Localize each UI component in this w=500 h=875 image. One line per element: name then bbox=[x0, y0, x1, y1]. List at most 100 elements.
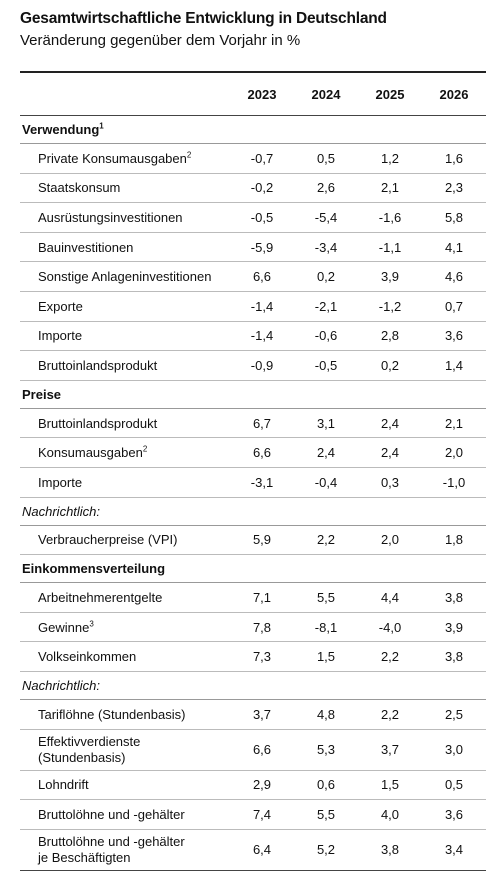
footnote-marker: 3 bbox=[89, 619, 94, 629]
table-row: Bruttoinlandsprodukt -0,9 -0,5 0,2 1,4 bbox=[20, 350, 486, 381]
section-title-text: Verwendung bbox=[22, 122, 100, 137]
value-cell-2023: 2,9 bbox=[230, 770, 294, 801]
row-label: Ausrüstungsinvestitionen bbox=[38, 209, 183, 225]
table-row: Tariflöhne (Stundenbasis) 3,7 4,8 2,2 2,5 bbox=[20, 699, 486, 730]
row-label: Effektivverdienste bbox=[38, 733, 141, 749]
value-cell-2025: 1,5 bbox=[358, 770, 422, 801]
value-cell-2023: -1,4 bbox=[230, 291, 294, 322]
value-cell-2023: -5,9 bbox=[230, 232, 294, 263]
row-label: Importe bbox=[38, 328, 83, 344]
value-cell-2024: -5,4 bbox=[294, 202, 358, 233]
value-cell-2026: 0,5 bbox=[422, 770, 486, 801]
table-row: Effektivverdienste (Stundenbasis) 6,6 5,3 3,… bbox=[20, 729, 486, 771]
value-cell-2024: 3,1 bbox=[294, 408, 358, 439]
table-row: Verbraucherpreise (VPI) 5,9 2,2 2,0 1,8 bbox=[20, 525, 486, 556]
value-cell-2023: 7,1 bbox=[230, 582, 294, 613]
row-label: Sonstige Anlageninvestitionen bbox=[38, 269, 212, 285]
section-header-row: Einkommensverteilung bbox=[20, 554, 486, 584]
value-cell-2025: 2,0 bbox=[358, 525, 422, 556]
row-label-line2: (Stundenbasis) bbox=[38, 749, 126, 765]
value-cell-2025: 2,4 bbox=[358, 408, 422, 439]
value-cell-2023: 3,7 bbox=[230, 699, 294, 730]
note-label: Nachrichtlich: bbox=[20, 497, 486, 526]
value-cell-2026: 2,5 bbox=[422, 699, 486, 730]
row-label: Bruttolöhne und -gehälter bbox=[38, 806, 185, 822]
row-label-cell: Gewinne3 bbox=[20, 612, 230, 643]
value-cell-2024: 5,5 bbox=[294, 799, 358, 830]
value-cell-2023: 6,6 bbox=[230, 261, 294, 292]
row-label: Lohndrift bbox=[38, 777, 89, 793]
section-title: Einkommensverteilung bbox=[20, 554, 486, 584]
table-row: Bruttolöhne und -gehälter 7,4 5,5 4,0 3,6 bbox=[20, 799, 486, 830]
value-cell-2026: 3,0 bbox=[422, 729, 486, 771]
value-cell-2024: -0,5 bbox=[294, 350, 358, 381]
value-cell-2026: 3,8 bbox=[422, 582, 486, 613]
value-cell-2023: -0,9 bbox=[230, 350, 294, 381]
row-label-cell: Effektivverdienste (Stundenbasis) bbox=[20, 729, 230, 771]
data-table: 2023 2024 2025 2026 Verwendung1 Private K… bbox=[20, 73, 486, 871]
value-cell-2025: 2,4 bbox=[358, 437, 422, 468]
value-cell-2024: 0,5 bbox=[294, 143, 358, 174]
value-cell-2026: 4,1 bbox=[422, 232, 486, 263]
value-cell-2024: 5,5 bbox=[294, 582, 358, 613]
section-title-text: Einkommensverteilung bbox=[22, 561, 166, 577]
table-row: Lohndrift 2,9 0,6 1,5 0,5 bbox=[20, 770, 486, 801]
row-label-cell: Tariflöhne (Stundenbasis) bbox=[20, 699, 230, 730]
table-row: Staatskonsum -0,2 2,6 2,1 2,3 bbox=[20, 173, 486, 204]
value-cell-2023: 7,4 bbox=[230, 799, 294, 830]
row-label-cell: Staatskonsum bbox=[20, 173, 230, 204]
header-blank-cell bbox=[20, 73, 230, 116]
value-cell-2024: 4,8 bbox=[294, 699, 358, 730]
value-cell-2025: -1,6 bbox=[358, 202, 422, 233]
footnote-marker: 2 bbox=[142, 444, 148, 454]
row-label-cell: Bruttolöhne und -gehälter je Beschäftigte… bbox=[20, 829, 230, 871]
row-label-cell: Arbeitnehmerentgelte bbox=[20, 582, 230, 613]
value-cell-2026: -1,0 bbox=[422, 467, 486, 498]
value-cell-2025: 0,2 bbox=[358, 350, 422, 381]
value-cell-2026: 0,7 bbox=[422, 291, 486, 322]
table-row: Exporte -1,4 -2,1 -1,2 0,7 bbox=[20, 291, 486, 322]
row-label: Bruttoinlandsprodukt bbox=[38, 357, 158, 373]
footnote-marker: 1 bbox=[99, 121, 104, 131]
value-cell-2025: 4,0 bbox=[358, 799, 422, 830]
value-cell-2024: -8,1 bbox=[294, 612, 358, 643]
value-cell-2026: 1,4 bbox=[422, 350, 486, 381]
value-cell-2026: 1,8 bbox=[422, 525, 486, 556]
value-cell-2025: 2,2 bbox=[358, 699, 422, 730]
row-label: Konsumausgaben bbox=[38, 445, 143, 461]
row-label-cell: Importe bbox=[20, 321, 230, 352]
section-header-row: Preise bbox=[20, 380, 486, 409]
page-subtitle: Veränderung gegenüber dem Vorjahr in % bbox=[20, 32, 301, 49]
row-label-cell: Bruttoinlandsprodukt bbox=[20, 350, 230, 381]
value-cell-2024: 2,4 bbox=[294, 437, 358, 468]
value-cell-2024: 5,2 bbox=[294, 829, 358, 871]
value-cell-2026: 3,4 bbox=[422, 829, 486, 871]
value-cell-2024: -0,4 bbox=[294, 467, 358, 498]
value-cell-2025: 3,9 bbox=[358, 261, 422, 292]
row-label-cell: Importe bbox=[20, 467, 230, 498]
row-label-cell: Bruttoinlandsprodukt bbox=[20, 408, 230, 439]
row-label: Arbeitnehmerentgelte bbox=[38, 589, 163, 605]
value-cell-2025: 0,3 bbox=[358, 467, 422, 498]
table-row: Bruttoinlandsprodukt 6,7 3,1 2,4 2,1 bbox=[20, 408, 486, 439]
row-label-cell: Exporte bbox=[20, 291, 230, 322]
value-cell-2024: 5,3 bbox=[294, 729, 358, 771]
table-row: Sonstige Anlageninvestitionen 6,6 0,2 3,9 4,… bbox=[20, 261, 486, 292]
row-label-cell: Sonstige Anlageninvestitionen bbox=[20, 261, 230, 292]
value-cell-2023: -0,2 bbox=[230, 173, 294, 204]
value-cell-2026: 4,6 bbox=[422, 261, 486, 292]
value-cell-2024: 2,2 bbox=[294, 525, 358, 556]
value-cell-2025: 2,2 bbox=[358, 641, 422, 672]
header-year-2025: 2025 bbox=[358, 73, 422, 116]
value-cell-2023: 6,6 bbox=[230, 437, 294, 468]
value-cell-2024: 0,2 bbox=[294, 261, 358, 292]
section-title: Preise bbox=[20, 380, 486, 409]
header-year-2024: 2024 bbox=[294, 73, 358, 116]
row-label: Bauinvestitionen bbox=[38, 239, 134, 255]
value-cell-2023: -0,7 bbox=[230, 143, 294, 174]
value-cell-2024: 1,5 bbox=[294, 641, 358, 672]
value-cell-2026: 2,0 bbox=[422, 437, 486, 468]
section-title-text: Preise bbox=[22, 386, 62, 402]
row-label: Bruttolöhne und -gehälter bbox=[38, 833, 185, 849]
